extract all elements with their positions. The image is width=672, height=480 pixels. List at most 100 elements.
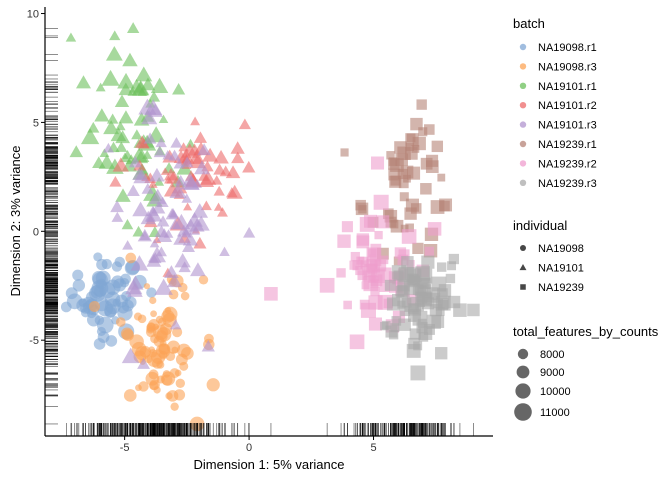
legend-batch-key — [519, 179, 527, 186]
data-point — [147, 90, 161, 102]
data-point — [69, 145, 84, 158]
data-point — [174, 253, 191, 268]
data-point — [149, 296, 157, 305]
data-point — [169, 368, 180, 379]
data-point — [155, 246, 167, 257]
data-point — [410, 365, 426, 381]
data-point — [173, 233, 187, 245]
data-point — [150, 77, 169, 93]
data-point — [407, 166, 421, 180]
data-point — [410, 117, 423, 131]
data-point — [425, 160, 439, 173]
data-point — [163, 229, 174, 238]
legend-size-key — [514, 403, 532, 421]
data-point — [147, 205, 159, 216]
data-point — [138, 98, 157, 115]
data-point — [158, 343, 170, 355]
data-point — [213, 149, 229, 164]
data-point — [336, 268, 346, 278]
data-point — [370, 286, 380, 297]
data-point — [161, 309, 175, 323]
data-point — [88, 300, 101, 313]
data-point — [166, 340, 181, 354]
y-tick-label: 5 — [33, 117, 39, 129]
data-point — [416, 322, 428, 334]
legend-batch-key — [519, 43, 527, 51]
legend-batch-label: NA19098.r3 — [538, 61, 597, 73]
data-point — [139, 230, 151, 241]
data-point — [400, 224, 409, 233]
data-point — [137, 357, 150, 369]
data-point — [199, 173, 215, 188]
legend-batch-label: NA19101.r1 — [538, 81, 597, 93]
axes-layer — [44, 7, 493, 437]
data-point — [120, 327, 134, 340]
legend-size-key — [516, 365, 530, 379]
data-point — [112, 157, 129, 172]
data-point — [115, 188, 131, 202]
data-point — [225, 187, 238, 198]
data-point — [447, 261, 457, 271]
legend-size-label: 11000 — [540, 407, 570, 419]
y-tick-label: 0 — [33, 226, 39, 238]
legend-title-size: total_features_by_counts — [513, 324, 659, 339]
data-point — [118, 110, 134, 124]
data-point — [175, 378, 185, 389]
data-point — [166, 273, 182, 288]
data-point — [430, 200, 445, 214]
data-point — [182, 232, 198, 246]
data-point — [399, 305, 410, 317]
data-point — [114, 256, 125, 268]
data-point — [181, 193, 193, 203]
data-point — [185, 138, 196, 148]
data-point — [197, 143, 211, 156]
data-point — [436, 262, 447, 272]
data-point — [435, 295, 451, 311]
data-point — [213, 202, 224, 211]
data-point — [390, 219, 404, 233]
data-point — [115, 141, 128, 152]
data-point — [397, 300, 406, 309]
data-point — [386, 297, 401, 311]
data-point — [94, 108, 110, 122]
x-tick-label: -5 — [120, 442, 130, 454]
data-point — [405, 223, 414, 233]
data-point — [404, 207, 417, 220]
data-point — [127, 275, 144, 290]
data-point — [169, 183, 187, 199]
data-point — [200, 200, 212, 211]
legend-individual-label: NA19098 — [538, 243, 584, 255]
data-point — [398, 318, 411, 331]
data-point — [92, 272, 108, 288]
legend-batch-key — [519, 82, 527, 90]
data-point — [132, 201, 149, 217]
y-tick-label: 10 — [27, 9, 39, 21]
legend-individual-key — [519, 264, 527, 271]
data-point — [95, 82, 106, 92]
data-point — [72, 269, 84, 281]
data-point — [98, 154, 116, 169]
data-point — [181, 156, 194, 168]
data-point — [122, 52, 138, 67]
data-point — [182, 240, 196, 252]
data-point — [102, 142, 114, 153]
data-point — [143, 132, 157, 144]
data-point — [169, 319, 182, 330]
data-point — [168, 209, 179, 219]
data-point — [398, 267, 414, 283]
data-point — [141, 110, 158, 125]
data-point — [174, 174, 187, 186]
data-point — [357, 270, 368, 281]
data-point — [101, 258, 113, 270]
legend-size-key — [517, 348, 529, 360]
data-point — [131, 129, 143, 140]
data-point — [158, 114, 169, 124]
data-point — [376, 247, 389, 260]
x-axis-label: Dimension 1: 5% variance — [193, 457, 344, 472]
legend-individual-label: NA19239 — [538, 282, 584, 294]
data-point — [431, 276, 447, 292]
data-point — [367, 263, 378, 274]
data-point — [190, 262, 206, 277]
data-point — [352, 260, 363, 271]
data-point — [145, 213, 156, 222]
